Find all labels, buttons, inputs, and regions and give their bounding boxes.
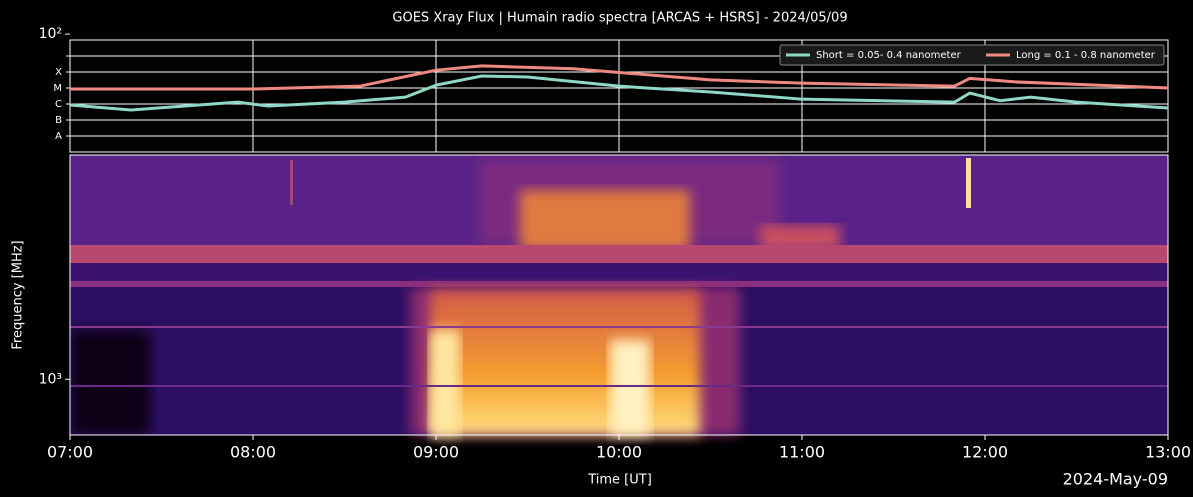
x-tick-label: 10:00 bbox=[596, 443, 642, 462]
x-tick-label: 08:00 bbox=[230, 443, 276, 462]
x-tick-label: 11:00 bbox=[779, 443, 825, 462]
y-tick-label: 10² bbox=[39, 26, 62, 42]
y-tick-label: M bbox=[53, 83, 62, 94]
x-tick-label: 13:00 bbox=[1145, 443, 1191, 462]
x-axis-label: Time [UT] bbox=[587, 473, 652, 488]
y-axis-label: Frequency [MHz] bbox=[11, 240, 26, 349]
x-tick-label: 09:00 bbox=[413, 443, 459, 462]
legend-label: Long = 0.1 - 0.8 nanometer bbox=[1016, 50, 1156, 61]
legend-box bbox=[779, 44, 1165, 66]
y-tick-label: X bbox=[55, 67, 62, 78]
chart-title: GOES Xray Flux | Humain radio spectra [A… bbox=[392, 11, 847, 26]
date-label: 2024-May-09 bbox=[1063, 470, 1168, 489]
spectrogram-image bbox=[70, 155, 1168, 435]
y-tick-label: A bbox=[55, 131, 62, 142]
legend-label: Short = 0.05- 0.4 nanometer bbox=[816, 50, 962, 61]
x-tick-label: 12:00 bbox=[962, 443, 1008, 462]
y-tick-label: 10³ bbox=[39, 371, 62, 387]
y-tick-label: C bbox=[55, 99, 62, 110]
series-line bbox=[69, 74, 1169, 112]
x-tick-label: 07:00 bbox=[47, 443, 93, 462]
series-line bbox=[70, 64, 1169, 91]
y-tick-label: B bbox=[55, 115, 62, 126]
